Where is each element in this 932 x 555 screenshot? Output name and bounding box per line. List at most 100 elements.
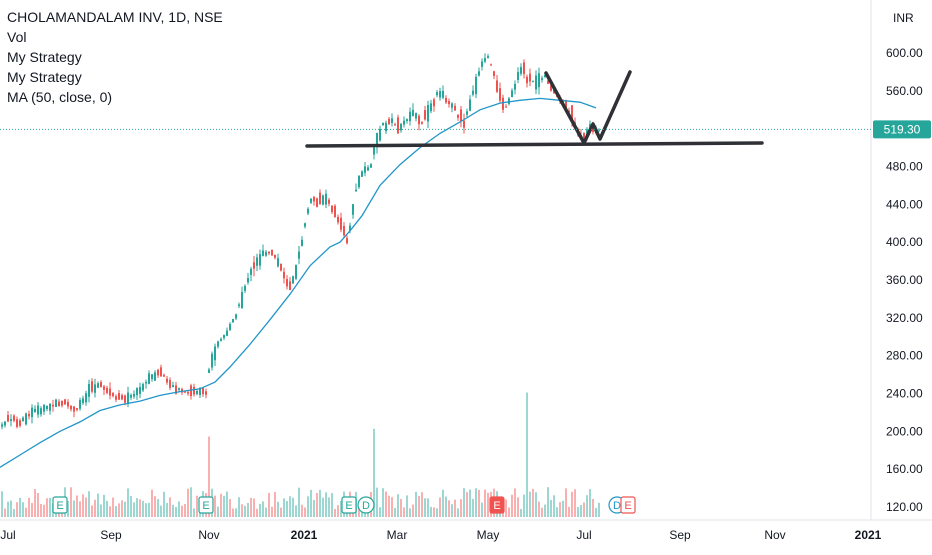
volume-bar — [478, 489, 480, 517]
volume-bar — [244, 505, 246, 517]
event-marker[interactable]: D — [357, 496, 375, 514]
volume-bar — [583, 502, 585, 517]
candle-body — [34, 408, 36, 413]
volume-bar — [445, 496, 447, 517]
time-axis[interactable]: Jul Sep Nov 2021 Mar May Jul Sep Nov 2021 — [0, 528, 881, 542]
event-marker[interactable]: E — [620, 496, 636, 514]
symbol-title[interactable]: CHOLAMANDALAM INV, 1D, NSE — [7, 9, 223, 25]
volume-bar — [175, 507, 177, 517]
candle-body — [148, 373, 150, 384]
candle-body — [52, 405, 54, 407]
volume-bar — [289, 496, 291, 517]
earnings-icon — [341, 496, 357, 514]
candle-body — [274, 254, 276, 258]
earnings-icon — [52, 496, 68, 514]
candle-body — [121, 395, 123, 400]
volume-bar — [508, 507, 510, 517]
candle-body — [571, 105, 573, 123]
dividend-icon — [357, 496, 375, 514]
candle-body — [250, 268, 252, 275]
volume-bar — [4, 508, 6, 517]
volume-bar — [169, 497, 171, 517]
volume-bar — [484, 489, 486, 517]
volume-bar — [517, 497, 519, 517]
event-marker[interactable]: E — [52, 496, 68, 514]
candle-body — [262, 250, 264, 256]
volume-bar — [271, 506, 273, 517]
candle-body — [64, 399, 66, 405]
x-tick-label: 2021 — [855, 528, 882, 542]
volume-bar — [31, 503, 33, 517]
volume-bar — [532, 488, 534, 517]
candle-body — [19, 420, 21, 426]
candle-body — [439, 91, 441, 98]
indicator-ma[interactable]: MA (50, close, 0) — [7, 89, 113, 105]
candle-body — [514, 83, 516, 90]
candle-body — [70, 405, 72, 410]
volume-bar — [220, 493, 222, 517]
volume-bar — [13, 508, 15, 517]
volume-bar — [331, 492, 333, 517]
candle-body — [232, 319, 234, 323]
price-axis[interactable]: 120.00 160.00 200.00 240.00 280.00 320.00 360.… — [886, 46, 923, 514]
candle-body — [49, 403, 51, 411]
candle-body — [433, 99, 435, 107]
candle-body — [46, 405, 48, 409]
x-tick-label: Jul — [576, 528, 591, 542]
volume-bar — [10, 500, 12, 517]
indicator-strategy-2[interactable]: My Strategy — [7, 69, 82, 85]
volume-bar — [568, 506, 570, 517]
candle-body — [247, 278, 249, 283]
candle-body — [487, 56, 489, 58]
candle-body — [598, 129, 600, 131]
event-marker[interactable]: E — [489, 496, 505, 514]
x-tick-label: Nov — [764, 528, 785, 542]
x-tick-label: Jul — [0, 528, 15, 542]
candle-body — [538, 73, 540, 88]
candle-body — [88, 383, 90, 397]
volume-bar — [310, 489, 312, 517]
volume-bar — [316, 493, 318, 517]
volume-bar — [589, 489, 591, 517]
volume-bar — [100, 504, 102, 517]
candle-body — [295, 265, 297, 279]
trendline-drawings[interactable] — [305, 70, 764, 148]
volume-bar — [529, 491, 531, 517]
candle-body — [523, 62, 525, 75]
event-marker[interactable]: E — [198, 496, 214, 514]
volume-bar — [592, 498, 594, 517]
candle-body — [391, 118, 393, 123]
volume-bar — [412, 504, 414, 517]
candle-body — [190, 385, 192, 397]
candle-body — [124, 395, 126, 403]
candle-body — [505, 106, 507, 108]
volume-bar — [43, 504, 45, 517]
event-marker[interactable]: E — [341, 496, 357, 514]
candle-body — [364, 166, 366, 173]
volume-bar — [67, 500, 69, 517]
volume-bar — [421, 492, 423, 517]
volume-bar — [313, 499, 315, 517]
volume-bar — [511, 494, 513, 517]
volume-bar — [394, 507, 396, 517]
currency-label[interactable]: INR — [893, 11, 914, 25]
volume-bar — [571, 491, 573, 517]
volume-bar — [229, 499, 231, 517]
y-tick-label: 600.00 — [886, 46, 923, 60]
y-tick-label: 120.00 — [886, 500, 923, 514]
volume-bar — [466, 492, 468, 517]
candle-body — [445, 97, 447, 103]
indicator-vol[interactable]: Vol — [7, 29, 27, 45]
volume-bar — [34, 489, 36, 517]
volume-bar — [127, 488, 129, 517]
candle-body — [412, 110, 414, 117]
volume-bar — [274, 491, 276, 517]
volume-bar — [217, 506, 219, 517]
volume-bar — [19, 497, 21, 517]
indicator-strategy-1[interactable]: My Strategy — [7, 49, 82, 65]
y-tick-label: 440.00 — [886, 197, 923, 211]
volume-bar — [208, 436, 210, 517]
